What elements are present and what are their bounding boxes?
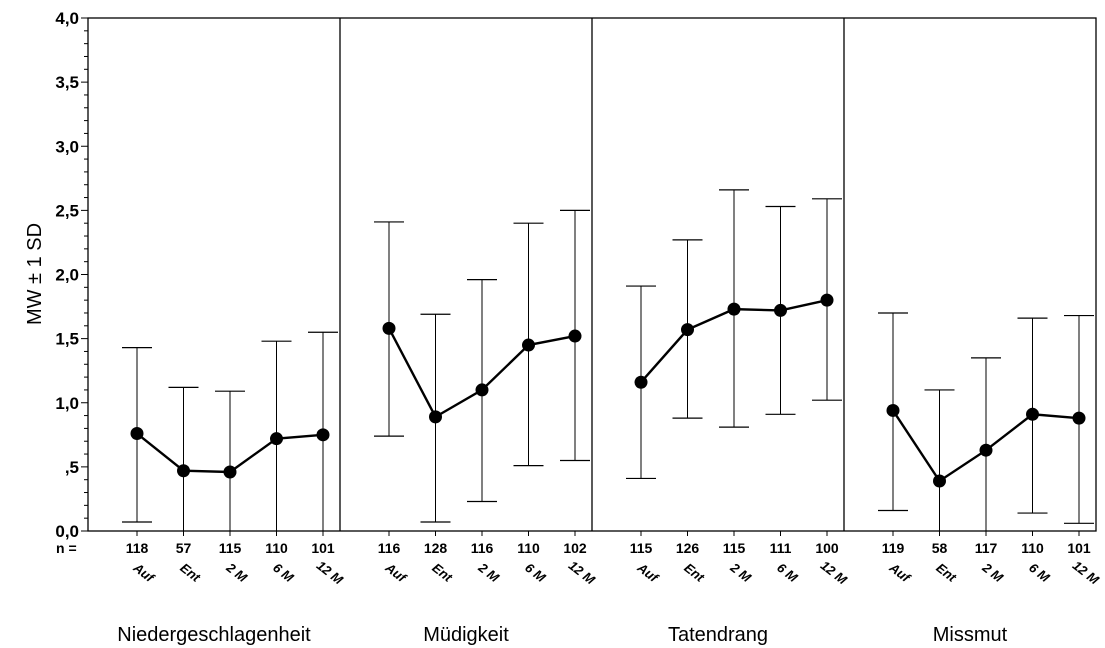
category-label: Ent: [177, 560, 203, 585]
data-point: [429, 410, 442, 424]
y-tick-label: 3,5: [55, 73, 79, 92]
panels: [122, 18, 1094, 531]
data-point: [681, 323, 694, 337]
category-label: Auf: [886, 559, 914, 586]
n-label: 111: [770, 540, 792, 556]
category-label: 2 M: [727, 559, 755, 585]
panel-2: [591, 18, 842, 531]
n-label: 101: [1067, 540, 1091, 556]
category-label: 12 M: [314, 558, 347, 588]
y-tick-label: 0,0: [55, 522, 79, 541]
y-tick-label: 3,0: [55, 137, 79, 156]
data-point: [1026, 407, 1039, 421]
y-tick-label: 2,5: [55, 201, 79, 220]
data-point: [522, 338, 535, 352]
y-axis: 0,0 ,5 1,0 1,5 2,0 2,5 3,0 3,5 4,0: [55, 9, 88, 541]
data-point: [270, 432, 283, 446]
n-label: 110: [1021, 540, 1044, 556]
data-point: [933, 474, 946, 488]
data-point: [177, 464, 190, 478]
n-label: 128: [424, 540, 448, 556]
n-label: 57: [176, 540, 192, 556]
y-axis-label: MW ± 1 SD: [24, 223, 46, 325]
n-label: 110: [265, 540, 288, 556]
data-point: [886, 403, 900, 417]
data-point: [316, 428, 330, 442]
panel-label: Tatendrang: [668, 624, 768, 646]
category-label: Auf: [382, 559, 410, 586]
category-label: Ent: [429, 560, 455, 585]
n-label: 119: [882, 540, 905, 556]
n-prefix: n =: [56, 540, 77, 556]
category-label: 2 M: [223, 559, 251, 585]
n-label: 115: [630, 540, 653, 556]
data-point: [382, 321, 396, 335]
category-label: 2 M: [979, 559, 1007, 585]
panel-label: Niedergeschlagenheit: [117, 624, 311, 646]
panel-label: Müdigkeit: [423, 624, 509, 646]
data-point: [130, 427, 144, 441]
category-label: Auf: [130, 559, 158, 586]
n-label: 126: [676, 540, 700, 556]
panel-1: [339, 18, 590, 531]
panel-label: Missmut: [933, 624, 1008, 646]
n-label: 102: [563, 540, 587, 556]
data-point: [820, 293, 834, 307]
category-label: 12 M: [818, 558, 851, 588]
x-axis: n = 118 Auf 57 Ent 115 2 M 110 6 M 101 12 M Niederg…: [56, 531, 1103, 646]
category-label: Auf: [634, 559, 662, 586]
y-tick-label: ,5: [65, 458, 79, 477]
n-label: 115: [219, 540, 242, 556]
data-point: [475, 383, 489, 397]
panel-3: [843, 18, 1094, 531]
n-label: 117: [975, 540, 998, 556]
n-label: 116: [378, 540, 401, 556]
panel-0: [122, 331, 338, 531]
data-point: [774, 303, 787, 317]
n-label: 58: [932, 540, 948, 556]
n-label: 116: [471, 540, 494, 556]
category-label: 6 M: [774, 560, 801, 586]
category-label: Ent: [933, 560, 959, 585]
category-label: 2 M: [475, 559, 503, 585]
n-label: 110: [517, 540, 540, 556]
data-point: [568, 329, 582, 343]
n-label: 100: [815, 540, 839, 556]
data-point: [1072, 411, 1086, 425]
n-label: 101: [311, 540, 335, 556]
data-point: [634, 375, 648, 389]
category-label: 12 M: [1070, 558, 1103, 588]
y-tick-label: 4,0: [55, 9, 79, 28]
category-label: 6 M: [270, 560, 297, 586]
category-label: 12 M: [566, 558, 599, 588]
y-tick-label: 1,5: [55, 330, 79, 349]
n-label: 118: [126, 540, 149, 556]
data-point: [979, 443, 993, 457]
category-label: 6 M: [522, 560, 549, 586]
category-label: Ent: [681, 560, 707, 585]
y-tick-label: 1,0: [55, 394, 79, 413]
n-label: 115: [723, 540, 746, 556]
data-point: [223, 465, 237, 479]
y-tick-label: 2,0: [55, 266, 79, 285]
category-label: 6 M: [1026, 560, 1053, 586]
data-point: [727, 302, 741, 316]
